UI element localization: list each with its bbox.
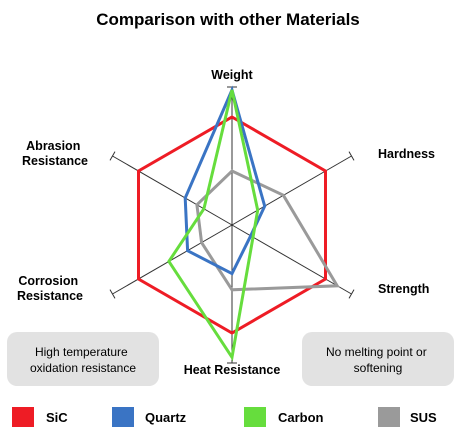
axis-end-tick <box>109 151 116 161</box>
callout-oxidation-box <box>7 332 159 386</box>
callout-oxidation: High temperature oxidation resistance <box>7 332 159 386</box>
callout-oxidation-text: High temperature oxidation resistance <box>30 345 136 375</box>
axis-label-abrasion-line1: Abrasion <box>26 139 80 153</box>
axis-line <box>231 155 352 226</box>
legend: SiC Quartz Carbon SUS <box>12 407 437 427</box>
legend-swatch-carbon <box>244 407 266 427</box>
axis-end-tick <box>109 289 116 299</box>
series-sic <box>137 115 327 335</box>
radar-series <box>137 85 340 362</box>
legend-swatch-sus <box>378 407 400 427</box>
legend-label-quartz: Quartz <box>145 410 187 425</box>
axis-line <box>112 224 233 295</box>
chart-title: Comparison with other Materials <box>96 10 360 29</box>
series-carbon <box>167 89 260 362</box>
axis-label-corrosion-line1: Corrosion <box>18 274 78 288</box>
radar-axes <box>109 86 355 364</box>
callout-oxidation-line1: High temperature <box>35 345 128 359</box>
callout-melting-line2: softening <box>354 361 403 375</box>
legend-label-sic: SiC <box>46 410 68 425</box>
axis-label-corrosion-resistance: Corrosion Resistance <box>17 274 83 303</box>
axis-label-abrasion-resistance: Abrasion Resistance <box>22 139 88 168</box>
axis-label-heat-resistance: Heat Resistance <box>184 363 281 377</box>
axis-label-abrasion-line2: Resistance <box>22 154 88 168</box>
axis-label-weight: Weight <box>211 68 253 82</box>
callout-melting: No melting point or softening <box>302 332 454 386</box>
series-sus <box>195 169 340 292</box>
axis-end-tick <box>348 151 355 161</box>
legend-swatch-quartz <box>112 407 134 427</box>
callout-melting-text: No melting point or softening <box>326 345 430 375</box>
legend-label-sus: SUS <box>410 410 437 425</box>
legend-label-carbon: Carbon <box>278 410 324 425</box>
axis-label-hardness: Hardness <box>378 147 435 161</box>
callout-oxidation-line2: oxidation resistance <box>30 361 136 375</box>
axis-label-strength: Strength <box>378 282 429 296</box>
legend-swatch-sic <box>12 407 34 427</box>
series-quartz <box>183 85 267 276</box>
axis-line <box>112 155 233 226</box>
axis-label-corrosion-line2: Resistance <box>17 289 83 303</box>
callout-melting-box <box>302 332 454 386</box>
axis-end-tick <box>348 289 355 299</box>
callout-melting-line1: No melting point or <box>326 345 427 359</box>
